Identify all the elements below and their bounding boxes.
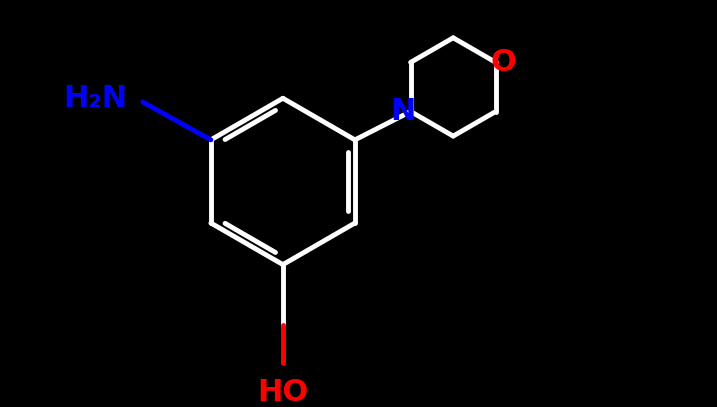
Text: N: N (390, 97, 416, 126)
Text: O: O (490, 48, 516, 77)
Text: HO: HO (257, 378, 308, 407)
Text: H₂N: H₂N (64, 84, 128, 113)
